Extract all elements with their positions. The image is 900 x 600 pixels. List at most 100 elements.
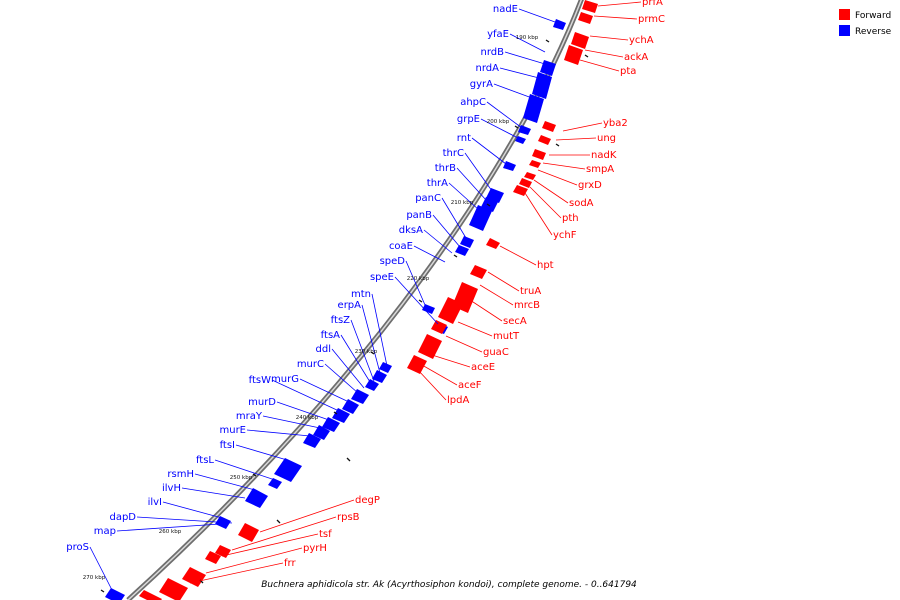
- gene-label-truA[interactable]: truA: [520, 286, 541, 297]
- gene-block-aceE[interactable]: [407, 355, 427, 374]
- gene-label-hpt[interactable]: hpt: [537, 260, 554, 271]
- gene-label-mtn[interactable]: mtn: [351, 289, 371, 300]
- gene-label-grpE[interactable]: grpE: [457, 114, 480, 125]
- gene-label-gyrA[interactable]: gyrA: [470, 79, 493, 90]
- gene-label-yba2[interactable]: yba2: [603, 118, 628, 129]
- gene-label-ftsI[interactable]: ftsI: [220, 440, 235, 451]
- gene-label-murC[interactable]: murC: [297, 359, 324, 370]
- gene-label-dksA[interactable]: dksA: [399, 225, 423, 236]
- gene-label-degP[interactable]: degP: [355, 495, 380, 506]
- gene-label-ahpC[interactable]: ahpC: [460, 97, 486, 108]
- gene-block-panC[interactable]: [460, 236, 474, 248]
- gene-label-mutT[interactable]: mutT: [493, 331, 520, 342]
- gene-block-panB[interactable]: [455, 245, 469, 256]
- gene-label-guaC[interactable]: guaC: [483, 347, 509, 358]
- gene-label-ung[interactable]: ung: [597, 133, 616, 144]
- gene-block-hpt[interactable]: [486, 238, 500, 249]
- gene-label-speD[interactable]: speD: [380, 256, 406, 267]
- gene-label-aceE[interactable]: aceE: [471, 362, 495, 373]
- gene-label-aceF[interactable]: aceF: [458, 380, 482, 391]
- gene-label-prfA[interactable]: prfA: [642, 0, 663, 8]
- gene-block-mutT[interactable]: [431, 320, 447, 334]
- gene-label-murG[interactable]: murG: [271, 374, 299, 385]
- gene-label-smpA[interactable]: smpA: [586, 164, 614, 175]
- gene-label-ychF[interactable]: ychF: [553, 230, 577, 241]
- gene-block-nrdA[interactable]: [532, 72, 552, 99]
- gene-label-nadE[interactable]: nadE: [493, 4, 518, 15]
- gene-block-rnt[interactable]: [503, 161, 516, 171]
- gene-block-ftsA[interactable]: [372, 370, 387, 383]
- gene-label-rsmH[interactable]: rsmH: [167, 469, 194, 480]
- gene-label-grxD[interactable]: grxD: [578, 180, 602, 191]
- gene-block-dksA[interactable]: [422, 304, 435, 314]
- gene-block-frr-2[interactable]: [139, 590, 162, 600]
- gene-label-thrB[interactable]: thrB: [435, 163, 456, 174]
- gene-block-ftsW[interactable]: [332, 408, 350, 423]
- gene-label-ftsA[interactable]: ftsA: [321, 330, 340, 341]
- gene-block-guaC[interactable]: [418, 334, 442, 359]
- gene-label-nrdA[interactable]: nrdA: [476, 63, 500, 74]
- gene-block-ftsL[interactable]: [268, 478, 282, 489]
- gene-label-panC[interactable]: panC: [415, 193, 441, 204]
- gene-block-prmC[interactable]: [578, 12, 593, 24]
- gene-label-ftsZ[interactable]: ftsZ: [331, 315, 350, 326]
- gene-label-thrC[interactable]: thrC: [443, 148, 464, 159]
- gene-block-murE[interactable]: [303, 433, 321, 448]
- gene-block-thrA[interactable]: [469, 205, 492, 231]
- gene-label-pth[interactable]: pth: [562, 213, 579, 224]
- gene-block-tsf[interactable]: [205, 551, 221, 564]
- gene-block-proS[interactable]: [105, 588, 125, 600]
- gene-label-secA[interactable]: secA: [503, 316, 527, 327]
- gene-label-sodA[interactable]: sodA: [569, 198, 594, 209]
- gene-label-ackA[interactable]: ackA: [624, 52, 648, 63]
- gene-label-pta[interactable]: pta: [620, 66, 636, 77]
- gene-label-prmC[interactable]: prmC: [638, 14, 665, 25]
- gene-label-nadK[interactable]: nadK: [591, 150, 617, 161]
- gene-block-grxD[interactable]: [524, 172, 536, 180]
- gene-block-ftsI[interactable]: [274, 458, 302, 482]
- gene-block-yba2[interactable]: [542, 121, 556, 132]
- gene-label-ftsW[interactable]: ftsW: [249, 375, 271, 386]
- gene-label-ftsL[interactable]: ftsL: [196, 455, 214, 466]
- gene-label-dapD[interactable]: dapD: [109, 512, 136, 523]
- gene-block-murD[interactable]: [322, 417, 340, 432]
- gene-block-ychA[interactable]: [571, 32, 589, 49]
- gene-label-panB[interactable]: panB: [406, 210, 432, 221]
- gene-block-gyrA[interactable]: [523, 94, 544, 123]
- gene-block-murC[interactable]: [351, 389, 369, 404]
- gene-block-sodA[interactable]: [519, 178, 532, 188]
- gene-block-mraY[interactable]: [313, 425, 330, 440]
- gene-label-rnt[interactable]: rnt: [457, 133, 471, 144]
- gene-block-rsmH[interactable]: [245, 488, 268, 508]
- gene-block-pth[interactable]: [513, 185, 528, 196]
- gene-label-map[interactable]: map: [94, 526, 116, 537]
- gene-block-nadK[interactable]: [532, 149, 546, 160]
- gene-label-speE[interactable]: speE: [370, 272, 394, 283]
- gene-label-frr[interactable]: frr: [284, 558, 296, 569]
- gene-label-nrdB[interactable]: nrdB: [481, 47, 505, 58]
- gene-block-murG[interactable]: [342, 399, 359, 414]
- gene-label-yfaE[interactable]: yfaE: [487, 29, 509, 40]
- gene-label-murD[interactable]: murD: [248, 397, 276, 408]
- gene-block-ung[interactable]: [538, 135, 551, 145]
- gene-label-pyrH[interactable]: pyrH: [303, 543, 327, 554]
- gene-block-pyrH[interactable]: [182, 567, 206, 587]
- gene-label-lpdA[interactable]: lpdA: [447, 395, 469, 406]
- gene-label-ilvH[interactable]: ilvH: [162, 483, 181, 494]
- gene-label-murE[interactable]: murE: [219, 425, 246, 436]
- gene-label-erpA[interactable]: erpA: [338, 300, 362, 311]
- gene-block-prfA[interactable]: [582, 0, 598, 13]
- gene-block-secA[interactable]: [438, 297, 463, 324]
- gene-label-thrA[interactable]: thrA: [427, 178, 448, 189]
- gene-label-ilvI[interactable]: ilvI: [148, 497, 162, 508]
- gene-label-proS[interactable]: proS: [66, 542, 89, 553]
- gene-label-ddl[interactable]: ddl: [316, 344, 331, 355]
- gene-block-smpA[interactable]: [529, 160, 541, 168]
- gene-label-tsf[interactable]: tsf: [319, 529, 332, 540]
- gene-block-nadE[interactable]: [553, 19, 566, 30]
- gene-block-degP[interactable]: [238, 523, 259, 542]
- gene-label-mrcB[interactable]: mrcB: [514, 300, 540, 311]
- gene-label-ychA[interactable]: ychA: [629, 35, 654, 46]
- gene-label-coaE[interactable]: coaE: [389, 241, 413, 252]
- gene-label-rpsB[interactable]: rpsB: [337, 512, 360, 523]
